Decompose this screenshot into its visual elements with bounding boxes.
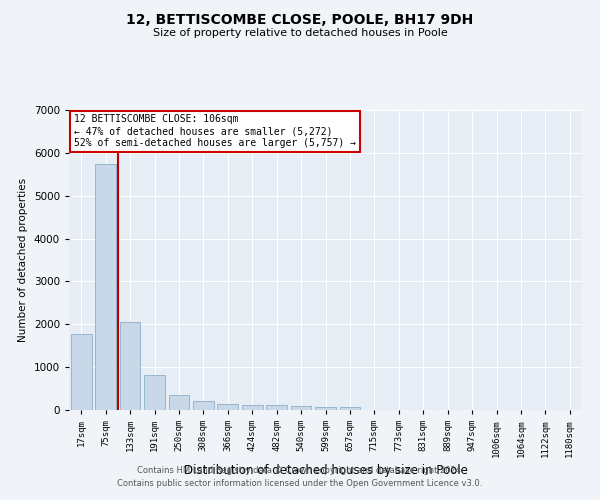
Bar (217, 404, 238, 410)
Bar (71, 334, 92, 410)
Bar (290, 406, 311, 410)
Y-axis label: Number of detached properties: Number of detached properties (18, 178, 28, 342)
Bar (193, 401, 214, 410)
Bar (169, 394, 190, 410)
Bar (266, 406, 287, 410)
Bar (315, 406, 336, 410)
Bar (119, 322, 140, 410)
Bar (340, 407, 361, 410)
Bar (144, 375, 165, 410)
Bar (95, 164, 116, 410)
Text: 12, BETTISCOMBE CLOSE, POOLE, BH17 9DH: 12, BETTISCOMBE CLOSE, POOLE, BH17 9DH (127, 12, 473, 26)
Text: Size of property relative to detached houses in Poole: Size of property relative to detached ho… (152, 28, 448, 38)
Text: 12 BETTISCOMBE CLOSE: 106sqm
← 47% of detached houses are smaller (5,272)
52% of: 12 BETTISCOMBE CLOSE: 106sqm ← 47% of de… (74, 114, 356, 148)
Bar (242, 406, 263, 410)
X-axis label: Distribution of detached houses by size in Poole: Distribution of detached houses by size … (184, 464, 467, 476)
Text: Contains HM Land Registry data © Crown copyright and database right 2024.
Contai: Contains HM Land Registry data © Crown c… (118, 466, 482, 487)
